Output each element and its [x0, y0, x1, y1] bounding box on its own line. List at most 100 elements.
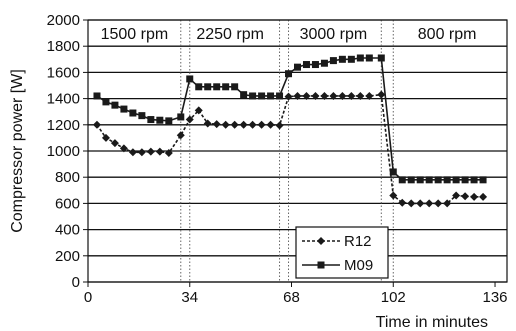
series-r12: [92, 90, 488, 208]
data-point-m09: [204, 83, 212, 91]
legend-item: R12: [302, 233, 372, 250]
data-point-r12: [416, 199, 425, 208]
data-point-r12: [311, 91, 320, 100]
data-point-r12: [221, 120, 230, 129]
data-point-r12: [155, 147, 164, 156]
data-point-m09: [285, 70, 293, 78]
data-point-m09: [479, 176, 487, 184]
x-tick-label: 102: [381, 289, 406, 306]
data-point-m09: [452, 176, 460, 184]
y-tick-label: 1400: [47, 91, 80, 108]
data-point-m09: [311, 61, 319, 69]
legend-box: [295, 226, 389, 279]
data-point-m09: [389, 168, 397, 176]
data-point-r12: [293, 91, 302, 100]
y-tick-label: 1600: [47, 64, 80, 81]
data-point-r12: [128, 148, 137, 157]
y-tick-label: 400: [55, 222, 80, 239]
phase-label: 1500 rpm: [101, 26, 169, 43]
y-tick-label: 1000: [47, 143, 80, 160]
data-point-m09: [443, 176, 451, 184]
data-point-m09: [276, 92, 284, 100]
data-point-m09: [470, 176, 478, 184]
data-point-r12: [338, 91, 347, 100]
phase-label: 800 rpm: [418, 26, 477, 43]
x-tick-label: 0: [84, 289, 92, 306]
data-point-r12: [389, 191, 398, 200]
phase-label: 2250 rpm: [196, 26, 264, 43]
data-point-m09: [213, 83, 221, 91]
phase-label-group: 2250 rpm: [196, 26, 264, 43]
data-point-r12: [92, 120, 101, 129]
data-point-r12: [470, 192, 479, 201]
legend-marker: [317, 261, 325, 269]
data-point-m09: [377, 54, 385, 62]
x-tick-label: 34: [181, 289, 198, 306]
data-point-r12: [461, 192, 470, 201]
data-point-r12: [176, 131, 185, 140]
data-point-m09: [434, 176, 442, 184]
data-point-m09: [138, 112, 146, 120]
data-point-m09: [111, 101, 119, 109]
data-point-m09: [329, 57, 337, 65]
data-point-r12: [257, 120, 266, 129]
y-tick-label: 1200: [47, 117, 80, 134]
data-point-r12: [320, 91, 329, 100]
x-tick-label: 136: [483, 289, 508, 306]
data-point-r12: [203, 119, 212, 128]
data-point-r12: [302, 91, 311, 100]
series-line-r12: [96, 93, 484, 205]
data-point-r12: [212, 120, 221, 129]
y-tick-label: 600: [55, 195, 80, 212]
data-point-r12: [452, 191, 461, 200]
y-axis-title: Compressor power [W]: [9, 69, 26, 233]
data-point-m09: [302, 61, 310, 69]
data-point-r12: [377, 90, 386, 99]
data-point-r12: [194, 106, 203, 115]
legend-label: M09: [344, 257, 373, 274]
data-point-m09: [186, 75, 194, 83]
data-point-r12: [365, 91, 374, 100]
data-point-m09: [102, 98, 110, 106]
data-point-r12: [284, 92, 293, 101]
data-point-r12: [329, 91, 338, 100]
data-point-r12: [119, 144, 128, 153]
data-point-m09: [338, 55, 346, 63]
x-axis-title: Time in minutes: [376, 314, 488, 331]
y-tick-label: 800: [55, 169, 80, 186]
data-point-m09: [294, 63, 301, 71]
y-tick-label: 1800: [47, 38, 80, 55]
data-point-r12: [266, 120, 275, 129]
data-point-r12: [398, 198, 407, 207]
phase-label-group: 3000 rpm: [300, 26, 368, 43]
data-point-r12: [110, 139, 119, 148]
phase-label-group: 1500 rpm: [101, 26, 169, 43]
data-point-m09: [129, 109, 137, 117]
data-point-m09: [407, 176, 415, 184]
series-m09: [93, 54, 487, 184]
legend-label: R12: [344, 233, 372, 250]
data-point-m09: [147, 116, 155, 124]
data-point-m09: [240, 91, 248, 99]
data-point-r12: [347, 91, 356, 100]
data-point-r12: [185, 115, 194, 124]
data-point-m09: [177, 113, 185, 121]
phase-boundaries: [180, 20, 394, 282]
data-point-m09: [195, 83, 203, 91]
legend-item: M09: [302, 257, 373, 274]
data-point-m09: [365, 54, 373, 62]
x-axis: 0 34 68 102 136: [84, 282, 508, 306]
x-tick-label: 68: [283, 289, 300, 306]
data-point-m09: [416, 176, 424, 184]
data-point-m09: [425, 176, 433, 184]
data-point-r12: [137, 148, 146, 157]
data-point-m09: [398, 176, 406, 184]
data-point-r12: [434, 199, 443, 208]
data-point-m09: [249, 92, 257, 100]
data-point-r12: [443, 199, 452, 208]
y-tick-label: 2000: [47, 12, 80, 29]
data-point-m09: [267, 92, 275, 100]
data-point-m09: [461, 176, 469, 184]
y-tick-label: 200: [55, 248, 80, 265]
data-point-r12: [248, 120, 257, 129]
